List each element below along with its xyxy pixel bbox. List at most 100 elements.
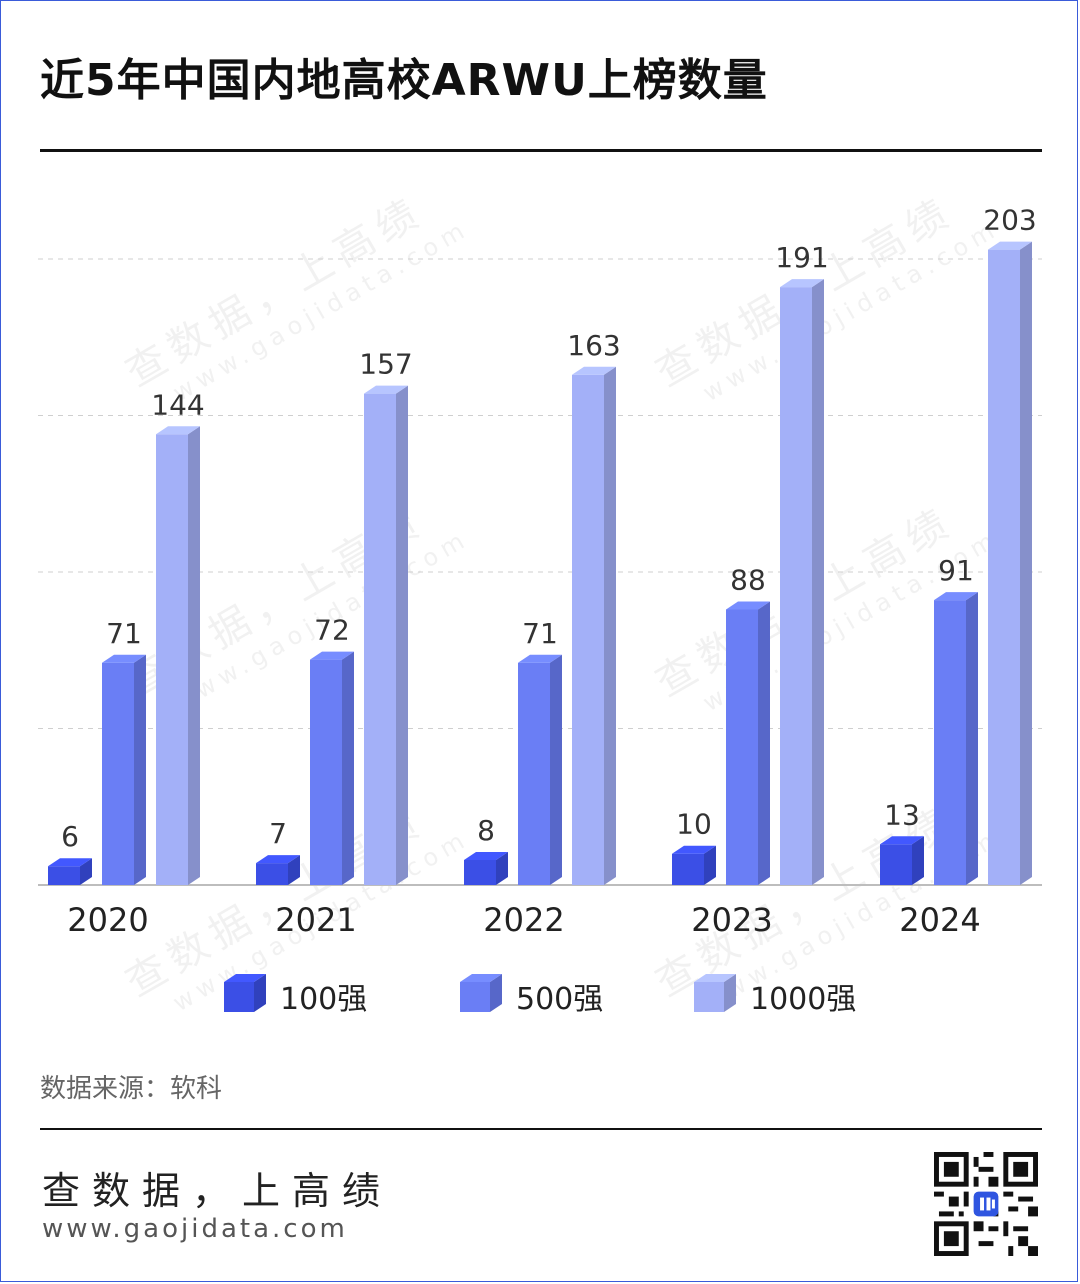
legend-swatch-front	[224, 982, 254, 1012]
bar-side-face	[342, 651, 354, 885]
footer-divider	[40, 1128, 1042, 1130]
bar-front-face	[518, 662, 550, 885]
bar	[780, 279, 824, 885]
bar-top-face	[672, 845, 716, 854]
data-label: 7	[269, 817, 287, 850]
bar-front-face	[988, 249, 1020, 886]
legend-swatch-front	[694, 982, 724, 1012]
bar-front-face	[364, 393, 396, 885]
data-label: 157	[359, 348, 412, 381]
bar-front-face	[156, 434, 188, 885]
bar	[988, 241, 1032, 886]
bar-front-face	[102, 662, 134, 885]
x-tick-label: 2024	[899, 901, 980, 939]
data-label: 8	[477, 814, 495, 847]
bar	[48, 858, 92, 885]
bar-top-face	[464, 851, 508, 860]
bar-side-face	[80, 858, 92, 885]
bar-top-face	[310, 651, 354, 660]
legend-swatch-side	[490, 974, 502, 1012]
bar-front-face	[780, 287, 812, 885]
data-label: 6	[61, 820, 79, 853]
bar-front-face	[572, 374, 604, 885]
legend-swatch-top	[460, 974, 502, 982]
bar-front-face	[256, 863, 288, 885]
data-label: 203	[983, 204, 1036, 237]
bar	[934, 592, 978, 885]
x-tick-label: 2023	[691, 901, 772, 939]
bar-side-face	[812, 279, 824, 885]
bar	[672, 845, 716, 885]
bar-side-face	[966, 592, 978, 885]
bar-top-face	[48, 858, 92, 867]
x-tick-label: 2021	[275, 901, 356, 939]
bar-top-face	[256, 855, 300, 864]
bar-top-face	[518, 654, 562, 663]
bar-front-face	[880, 844, 912, 885]
bar-side-face	[188, 426, 200, 885]
bar-top-face	[102, 654, 146, 663]
bar	[572, 366, 616, 885]
bar	[156, 426, 200, 885]
bar-top-face	[726, 601, 770, 610]
data-source: 数据来源：软科	[40, 1074, 223, 1104]
bar-top-face	[572, 366, 616, 375]
bar	[102, 654, 146, 885]
data-label: 71	[106, 617, 142, 650]
bar-chart: 6 71 144 2020 7 72 157 2021 8 71 163 2022 10 88 191 202…	[38, 204, 1042, 1017]
bar-front-face	[672, 853, 704, 885]
bar-top-face	[156, 426, 200, 435]
data-label: 13	[884, 798, 920, 831]
bar-side-face	[288, 855, 300, 885]
legend-swatch-top	[224, 974, 266, 982]
qr-code-icon	[934, 1152, 1038, 1256]
bar	[880, 836, 924, 885]
bar-side-face	[604, 366, 616, 885]
bar	[364, 385, 408, 885]
x-tick-label: 2020	[67, 901, 148, 939]
bar	[726, 601, 770, 885]
legend-swatch-side	[254, 974, 266, 1012]
bar-top-face	[780, 279, 824, 288]
title-divider	[40, 149, 1042, 152]
data-label: 91	[938, 554, 974, 587]
bar-front-face	[464, 859, 496, 885]
data-label: 191	[775, 241, 828, 274]
bar-front-face	[48, 866, 80, 885]
data-label: 163	[567, 329, 620, 362]
legend-label: 500强	[516, 982, 603, 1017]
data-label: 144	[151, 388, 204, 421]
legend-item: 500强	[460, 974, 603, 1017]
bar-side-face	[396, 385, 408, 885]
bar	[518, 654, 562, 885]
legend-swatch-front	[460, 982, 490, 1012]
legend-swatch-side	[724, 974, 736, 1012]
bar-front-face	[726, 609, 758, 885]
bar-top-face	[988, 241, 1032, 250]
bar-side-face	[704, 845, 716, 885]
x-tick-label: 2022	[483, 901, 564, 939]
legend-label: 1000强	[750, 982, 856, 1017]
legend-swatch-top	[694, 974, 736, 982]
legend-item: 100强	[224, 974, 367, 1017]
brand-site: www.gaojidata.com	[42, 1214, 348, 1244]
data-label: 71	[522, 617, 558, 650]
bar-front-face	[310, 659, 342, 885]
bar-side-face	[496, 851, 508, 885]
legend-item: 1000强	[694, 974, 856, 1017]
bar	[464, 851, 508, 885]
bar-front-face	[934, 600, 966, 885]
bar-side-face	[758, 601, 770, 885]
brand-slogan: 查数据，上高绩	[42, 1169, 393, 1213]
bar	[310, 651, 354, 885]
bar-top-face	[934, 592, 978, 601]
bar-side-face	[134, 654, 146, 885]
data-label: 88	[730, 564, 766, 597]
bar-side-face	[1020, 241, 1032, 886]
bar-top-face	[880, 836, 924, 845]
bar	[256, 855, 300, 885]
legend-label: 100强	[280, 982, 367, 1017]
bar-side-face	[912, 836, 924, 885]
bar-side-face	[550, 654, 562, 885]
